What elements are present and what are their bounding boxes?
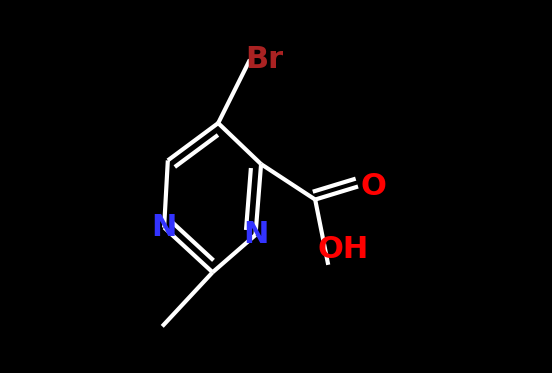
Text: Br: Br	[246, 45, 284, 74]
Text: O: O	[360, 172, 386, 201]
Text: N: N	[243, 220, 268, 250]
Text: OH: OH	[317, 235, 369, 264]
Text: N: N	[151, 213, 177, 242]
